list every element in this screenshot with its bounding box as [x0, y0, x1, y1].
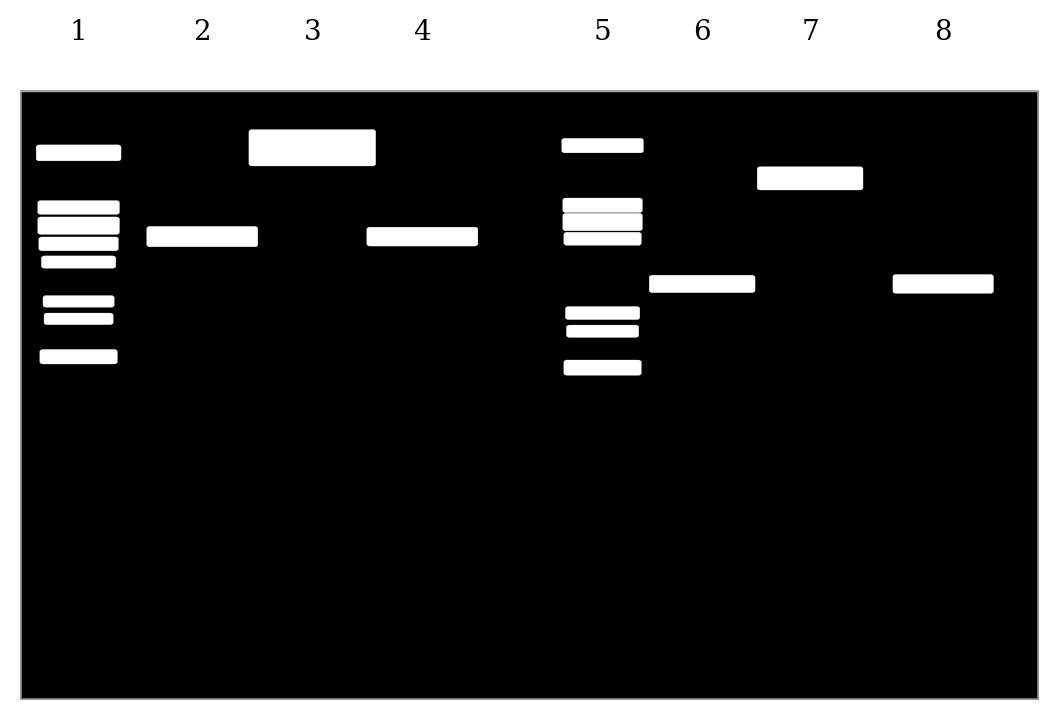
- FancyBboxPatch shape: [147, 226, 258, 247]
- FancyBboxPatch shape: [248, 130, 375, 166]
- FancyBboxPatch shape: [38, 217, 119, 234]
- FancyBboxPatch shape: [40, 349, 117, 364]
- Text: 5: 5: [594, 19, 611, 47]
- FancyBboxPatch shape: [367, 227, 478, 246]
- Text: 7: 7: [802, 19, 818, 47]
- FancyBboxPatch shape: [566, 306, 639, 320]
- FancyBboxPatch shape: [563, 213, 642, 231]
- FancyBboxPatch shape: [43, 296, 114, 307]
- Text: 8: 8: [935, 19, 952, 47]
- Text: 3: 3: [304, 19, 321, 47]
- Bar: [21, 91, 1038, 699]
- FancyBboxPatch shape: [41, 256, 115, 268]
- FancyBboxPatch shape: [44, 313, 113, 325]
- FancyBboxPatch shape: [564, 360, 641, 376]
- FancyBboxPatch shape: [564, 232, 641, 245]
- FancyBboxPatch shape: [38, 200, 119, 214]
- FancyBboxPatch shape: [566, 325, 638, 337]
- FancyBboxPatch shape: [39, 237, 118, 250]
- FancyBboxPatch shape: [757, 167, 864, 190]
- Bar: [21, 0, 1038, 91]
- Text: 6: 6: [694, 19, 711, 47]
- FancyBboxPatch shape: [36, 145, 121, 161]
- Text: 1: 1: [70, 19, 87, 47]
- Text: 4: 4: [414, 19, 431, 47]
- Text: 2: 2: [194, 19, 211, 47]
- FancyBboxPatch shape: [562, 138, 643, 153]
- FancyBboxPatch shape: [650, 275, 755, 293]
- FancyBboxPatch shape: [893, 274, 994, 293]
- FancyBboxPatch shape: [563, 198, 642, 213]
